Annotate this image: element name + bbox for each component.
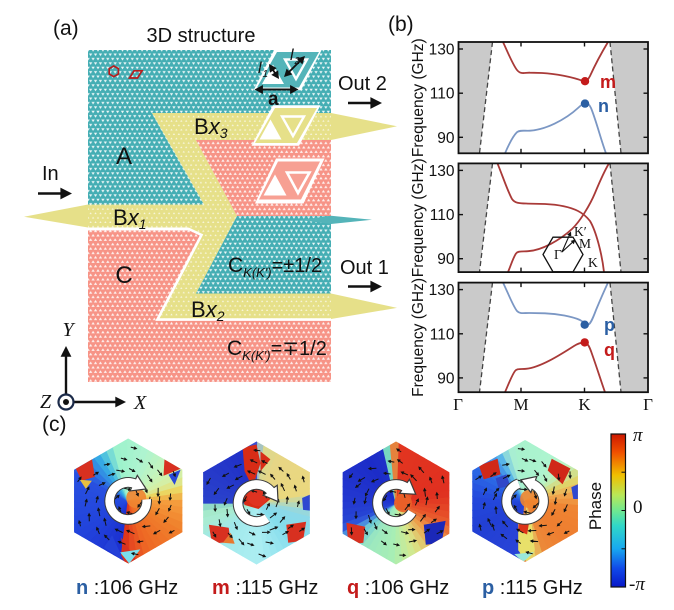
- svg-text:Frequency (GHz): Frequency (GHz): [410, 278, 427, 397]
- svg-text:Phase: Phase: [586, 482, 605, 530]
- svg-text:M: M: [513, 395, 528, 414]
- svg-text:130: 130: [429, 163, 455, 180]
- svg-text:l: l: [290, 47, 294, 64]
- svg-text:(a): (a): [53, 17, 79, 40]
- svg-text:Frequency (GHz): Frequency (GHz): [410, 38, 427, 157]
- svg-text:Z: Z: [40, 391, 52, 413]
- svg-text:1: 1: [263, 69, 269, 80]
- svg-text:Out 2: Out 2: [338, 73, 387, 95]
- svg-text:In: In: [42, 163, 59, 185]
- svg-text:90: 90: [437, 251, 455, 268]
- svg-text:Γ: Γ: [554, 247, 562, 262]
- svg-text:90: 90: [437, 130, 455, 147]
- svg-text:0: 0: [633, 497, 643, 518]
- svg-text:130: 130: [429, 282, 455, 299]
- svg-text:110: 110: [430, 326, 455, 343]
- svg-text:Frequency (GHz): Frequency (GHz): [410, 158, 427, 277]
- svg-text:p: p: [604, 315, 615, 335]
- svg-text:q :106 GHz: q :106 GHz: [347, 577, 449, 599]
- svg-text:m: m: [600, 72, 616, 92]
- svg-text:110: 110: [430, 207, 455, 224]
- svg-text:110: 110: [430, 86, 455, 103]
- svg-text:CK(K′)=±1/2: CK(K′)=±1/2: [228, 254, 322, 280]
- svg-text:m :115 GHz: m :115 GHz: [212, 577, 318, 599]
- svg-text:C: C: [115, 262, 132, 289]
- svg-text:K: K: [588, 255, 598, 270]
- svg-text:K: K: [578, 395, 591, 414]
- svg-text:n :106 GHz: n :106 GHz: [76, 577, 178, 599]
- svg-text:2: 2: [294, 56, 301, 67]
- svg-text:n: n: [598, 96, 609, 116]
- svg-text:(c): (c): [42, 413, 67, 436]
- svg-text:l: l: [258, 60, 262, 77]
- svg-text:130: 130: [429, 42, 455, 59]
- svg-text:CK(K′)=∓1/2: CK(K′)=∓1/2: [227, 337, 327, 363]
- svg-text:(b): (b): [388, 13, 414, 36]
- svg-text:90: 90: [437, 370, 455, 387]
- svg-text:K′: K′: [574, 224, 587, 239]
- svg-text:Γ: Γ: [643, 395, 653, 414]
- svg-text:Bx3: Bx3: [194, 114, 228, 141]
- svg-text:M: M: [579, 236, 591, 251]
- svg-text:3D structure: 3D structure: [147, 25, 256, 47]
- svg-text:X: X: [133, 392, 147, 414]
- svg-text:a: a: [268, 89, 279, 110]
- svg-text:A: A: [116, 143, 132, 170]
- svg-text:Out 1: Out 1: [340, 257, 389, 279]
- svg-text:π: π: [633, 425, 643, 446]
- svg-text:-π: -π: [629, 574, 645, 595]
- svg-text:q: q: [604, 340, 615, 360]
- svg-text:Y: Y: [62, 319, 75, 341]
- svg-text:Γ: Γ: [453, 395, 463, 414]
- svg-text:p :115 GHz: p :115 GHz: [482, 577, 583, 599]
